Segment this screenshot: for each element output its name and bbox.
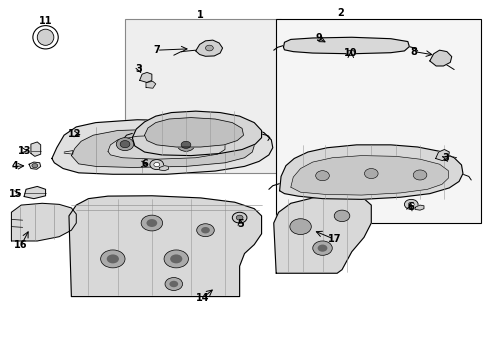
Circle shape <box>150 159 163 170</box>
Circle shape <box>317 244 327 252</box>
Polygon shape <box>290 156 447 195</box>
Text: 8: 8 <box>410 46 417 57</box>
Circle shape <box>364 168 377 179</box>
Text: 16: 16 <box>14 240 28 250</box>
Circle shape <box>205 45 213 51</box>
Circle shape <box>116 138 134 150</box>
Polygon shape <box>279 145 462 199</box>
Circle shape <box>407 202 413 207</box>
Polygon shape <box>69 196 261 297</box>
Circle shape <box>169 281 178 287</box>
Bar <box>276 19 480 223</box>
Text: 3: 3 <box>136 64 142 74</box>
Text: 6: 6 <box>142 159 148 169</box>
Polygon shape <box>146 81 156 88</box>
Text: 7: 7 <box>153 45 160 55</box>
Circle shape <box>404 199 417 210</box>
Text: 14: 14 <box>196 293 209 303</box>
Circle shape <box>181 141 190 148</box>
Text: 9: 9 <box>315 33 321 43</box>
Circle shape <box>201 227 209 233</box>
Circle shape <box>236 215 243 220</box>
Polygon shape <box>346 50 355 55</box>
Polygon shape <box>429 50 451 66</box>
Text: 11: 11 <box>39 17 52 27</box>
Text: 13: 13 <box>18 145 32 156</box>
Circle shape <box>154 162 159 167</box>
Polygon shape <box>52 120 272 174</box>
Polygon shape <box>159 166 168 171</box>
Ellipse shape <box>37 29 54 45</box>
Polygon shape <box>24 186 45 199</box>
Text: 3: 3 <box>441 153 448 163</box>
Polygon shape <box>144 118 243 147</box>
Circle shape <box>32 163 38 168</box>
Bar <box>125 19 281 173</box>
Polygon shape <box>31 142 41 156</box>
Circle shape <box>333 210 349 222</box>
Polygon shape <box>11 203 76 241</box>
Circle shape <box>312 241 331 255</box>
Circle shape <box>163 250 188 268</box>
Circle shape <box>101 250 125 268</box>
Polygon shape <box>132 111 261 156</box>
Text: 5: 5 <box>237 219 244 229</box>
Polygon shape <box>71 129 254 167</box>
Text: 4: 4 <box>12 161 19 171</box>
Polygon shape <box>195 40 222 56</box>
Polygon shape <box>108 135 224 159</box>
Text: 17: 17 <box>327 234 340 244</box>
Circle shape <box>412 170 426 180</box>
Circle shape <box>315 171 329 181</box>
Text: 10: 10 <box>344 48 357 58</box>
Circle shape <box>141 215 162 231</box>
Circle shape <box>120 140 130 148</box>
Circle shape <box>232 212 246 223</box>
Circle shape <box>196 224 214 237</box>
Circle shape <box>289 219 311 234</box>
Circle shape <box>170 255 182 264</box>
Polygon shape <box>29 162 41 169</box>
Polygon shape <box>273 196 370 273</box>
Text: 12: 12 <box>68 129 81 139</box>
Polygon shape <box>140 72 152 82</box>
Ellipse shape <box>33 26 58 49</box>
Text: 2: 2 <box>337 8 344 18</box>
Text: 6: 6 <box>406 202 413 212</box>
Text: 15: 15 <box>9 189 22 199</box>
Text: 1: 1 <box>197 10 203 20</box>
Polygon shape <box>435 149 448 161</box>
Polygon shape <box>283 37 408 54</box>
Circle shape <box>106 255 119 264</box>
Circle shape <box>177 138 194 151</box>
Circle shape <box>164 278 182 291</box>
Circle shape <box>146 219 157 227</box>
Polygon shape <box>414 205 423 210</box>
